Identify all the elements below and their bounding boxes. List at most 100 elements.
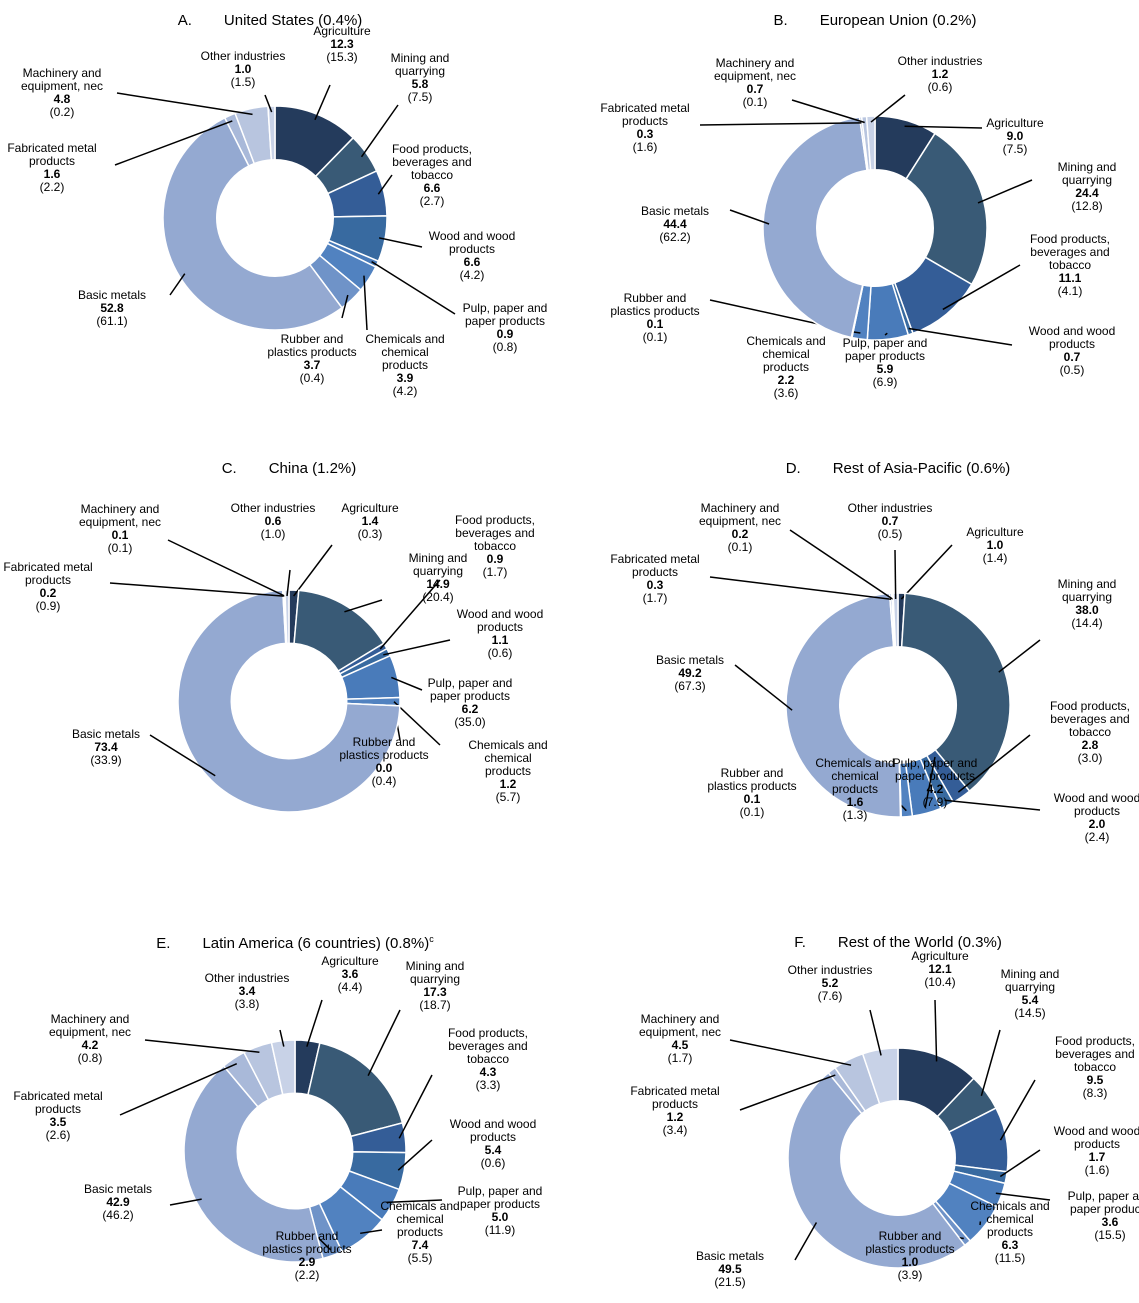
share-label: (15.3)	[326, 50, 358, 64]
category-label: Pulp, paper and paper products	[427, 676, 513, 703]
share-label: (4.4)	[337, 980, 363, 994]
value-label: 0.3	[646, 578, 664, 592]
slice-label: Rubber and plastics products 2.9 (2.2)	[259, 1230, 355, 1282]
category-label: Wood and wood products	[1053, 791, 1139, 818]
share-label: (0.4)	[371, 774, 397, 788]
category-label: Mining and quarrying	[408, 551, 468, 578]
category-label: Food products, beverages and tobacco	[391, 142, 473, 182]
leader-line	[114, 120, 233, 166]
slice-label: Wood and wood products 2.0 (2.4)	[1049, 792, 1139, 844]
leader-line	[397, 1139, 433, 1171]
share-label: (62.2)	[659, 230, 691, 244]
category-label: Agriculture	[986, 116, 1044, 130]
leader-line	[944, 799, 1041, 811]
share-label: (0.1)	[107, 541, 133, 555]
share-label: (46.2)	[102, 1208, 134, 1222]
value-label: 12.3	[330, 37, 354, 51]
chart-label: E.	[156, 935, 171, 952]
category-label: Pulp, paper and paper products	[892, 756, 978, 783]
value-label: 1.1	[491, 633, 509, 647]
category-label: Machinery and equipment, nec	[48, 1012, 132, 1039]
value-label: 11.1	[1058, 271, 1082, 285]
leader-line	[739, 1074, 836, 1111]
slice-label: Other industries 1.2 (0.6)	[892, 55, 988, 94]
chart-title-text: Rest of Asia-Pacific (0.6%)	[832, 460, 1011, 477]
chart-title-text: Rest of the World (0.3%)	[837, 934, 1002, 951]
slice-label: Machinery and equipment, nec 0.7 (0.1)	[707, 57, 803, 109]
value-label: 14.9	[426, 577, 450, 591]
donut-slice	[267, 105, 276, 161]
value-label: 3.6	[1101, 1215, 1119, 1229]
category-label: Rubber and plastics products	[707, 766, 797, 793]
leader-line	[884, 332, 888, 336]
slice-label: Mining and quarrying 5.4 (14.5)	[982, 968, 1078, 1020]
category-label: Agriculture	[341, 501, 399, 515]
leader-line	[314, 84, 331, 121]
leader-line	[344, 599, 383, 613]
leader-line	[264, 94, 273, 113]
share-label: (0.2)	[49, 105, 75, 119]
share-label: (4.2)	[392, 384, 418, 398]
category-label: Fabricated metal products	[630, 1084, 720, 1111]
value-label: 1.2	[931, 67, 949, 81]
share-label: (6.9)	[872, 375, 898, 389]
slice-label: Wood and wood products 5.4 (0.6)	[445, 1118, 541, 1170]
category-label: Basic metals	[655, 653, 725, 667]
slice-label: Rubber and plastics products 0.1 (0.1)	[704, 767, 800, 819]
slice-label: Chemicals and chemical products 7.4 (5.5)	[372, 1200, 468, 1265]
value-label: 0.2	[39, 586, 57, 600]
share-label: (0.9)	[35, 599, 61, 613]
slice-label: Pulp, paper and paper products 6.2 (35.0)	[422, 677, 518, 729]
donut-slice	[865, 115, 876, 171]
slice-label: Rubber and plastics products 0.0 (0.4)	[336, 736, 432, 788]
leader-line	[734, 664, 793, 711]
slice-label: Pulp, paper and paper products 5.0 (11.9)	[452, 1185, 548, 1237]
value-label: 4.2	[81, 1038, 99, 1052]
donut-slice	[892, 592, 899, 648]
slice-label: Fabricated metal products 3.5 (2.6)	[10, 1090, 106, 1142]
slice-label: Fabricated metal products 1.2 (3.4)	[627, 1085, 723, 1137]
value-label: 0.1	[111, 528, 129, 542]
value-label: 2.8	[1081, 738, 1099, 752]
category-label: Mining and quarrying	[1000, 967, 1060, 994]
chart-label: F.	[794, 934, 806, 951]
leader-line	[306, 999, 323, 1047]
share-label: (2.6)	[45, 1128, 71, 1142]
category-label: Machinery and equipment, nec	[78, 502, 162, 529]
leader-line	[279, 1029, 285, 1047]
slice-label: Mining and quarrying 17.3 (18.7)	[387, 960, 483, 1012]
donut-slice	[162, 116, 344, 331]
share-label: (0.6)	[927, 80, 953, 94]
share-label: (7.5)	[407, 90, 433, 104]
slice-label: Machinery and equipment, nec 4.5 (1.7)	[632, 1013, 728, 1065]
value-label: 0.7	[1063, 350, 1081, 364]
share-label: (0.6)	[487, 646, 513, 660]
value-label: 38.0	[1075, 603, 1099, 617]
share-label: (3.3)	[475, 1078, 501, 1092]
leader-line	[293, 544, 333, 597]
category-label: Basic metals	[77, 288, 147, 302]
category-label: Basic metals	[83, 1182, 153, 1196]
category-label: Agriculture	[966, 525, 1024, 539]
value-label: 3.5	[49, 1115, 67, 1129]
donut-slice	[787, 1071, 966, 1269]
share-label: (11.5)	[994, 1251, 1026, 1265]
leader-line	[378, 237, 423, 248]
slice-label: Machinery and equipment, nec 4.8 (0.2)	[14, 67, 110, 119]
share-label: (33.9)	[90, 753, 122, 767]
slice-label: Other industries 0.7 (0.5)	[842, 502, 938, 541]
share-label: (3.4)	[662, 1123, 688, 1137]
share-label: (61.1)	[96, 314, 128, 328]
share-label: (4.1)	[1057, 284, 1083, 298]
slice-label: Agriculture 12.1 (10.4)	[892, 950, 988, 989]
value-label: 0.7	[746, 82, 764, 96]
slice-label: Rubber and plastics products 3.7 (0.4)	[264, 333, 360, 385]
category-label: Chemicals and chemical products	[380, 1199, 460, 1239]
slice-label: Pulp, paper and paper products 0.9 (0.8)	[457, 302, 553, 354]
category-label: Wood and wood products	[1028, 324, 1116, 351]
leader-line	[924, 756, 936, 808]
chart-label: B.	[773, 12, 788, 29]
leader-line	[729, 209, 770, 225]
value-label: 49.5	[718, 1262, 742, 1276]
